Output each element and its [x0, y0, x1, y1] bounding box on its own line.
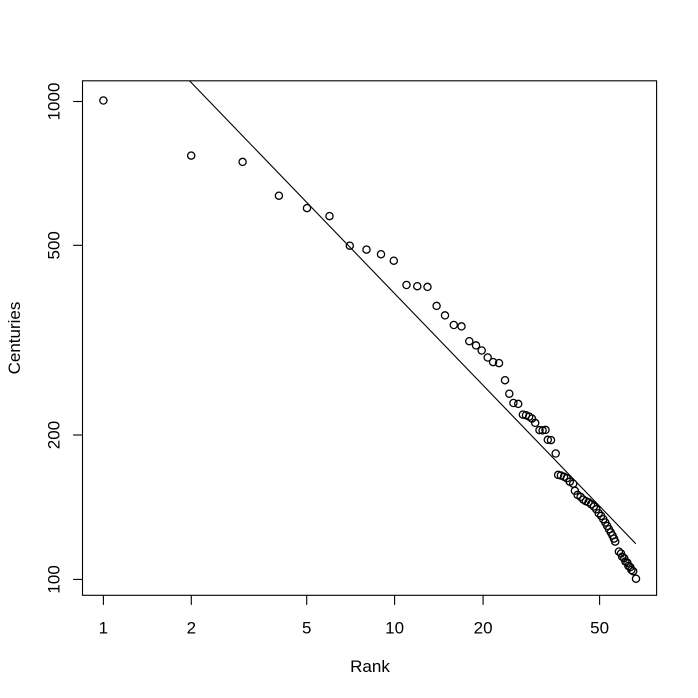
svg-text:2: 2 [187, 618, 196, 637]
svg-text:Rank: Rank [350, 657, 390, 676]
svg-text:200: 200 [44, 421, 63, 449]
svg-text:Centuries: Centuries [5, 302, 24, 375]
svg-text:100: 100 [44, 565, 63, 593]
svg-text:20: 20 [474, 618, 493, 637]
svg-text:1000: 1000 [44, 83, 63, 121]
svg-text:5: 5 [302, 618, 311, 637]
svg-text:1: 1 [99, 618, 108, 637]
svg-text:50: 50 [590, 618, 609, 637]
svg-text:500: 500 [44, 231, 63, 259]
svg-text:10: 10 [385, 618, 404, 637]
